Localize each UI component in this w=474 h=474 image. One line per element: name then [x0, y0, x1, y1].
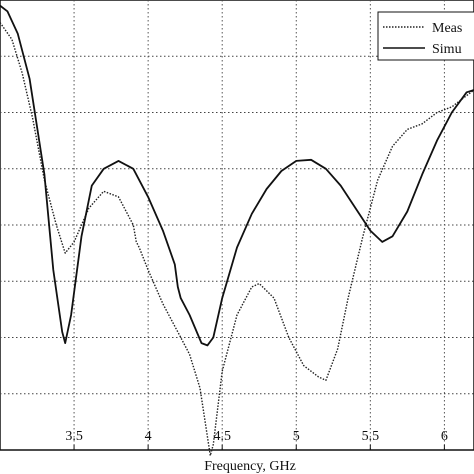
legend-box: [377, 11, 474, 61]
legend-label-meas: Meas: [432, 21, 462, 36]
grid: [0, 0, 474, 450]
series-line-simu: [0, 4, 474, 347]
x-tick-label-2: 4.5: [213, 429, 231, 444]
x-tick-label-4: 5.5: [362, 429, 380, 444]
x-tick-label-5: 6: [441, 429, 448, 444]
x-tick-label-3: 5: [293, 429, 300, 444]
legend: Meas Simu: [377, 11, 474, 61]
legend-label-simu: Simu: [432, 42, 462, 57]
series-line-meas: [0, 22, 474, 457]
x-tick-label-1: 4: [145, 429, 152, 444]
x-axis-label: Frequency, GHz: [204, 459, 296, 474]
series-group: [0, 4, 474, 457]
x-ticks: 3.5 4 4.5 5 5.5 6: [65, 429, 448, 450]
x-tick-label-0: 3.5: [65, 429, 83, 444]
plot-frame: [0, 0, 474, 451]
